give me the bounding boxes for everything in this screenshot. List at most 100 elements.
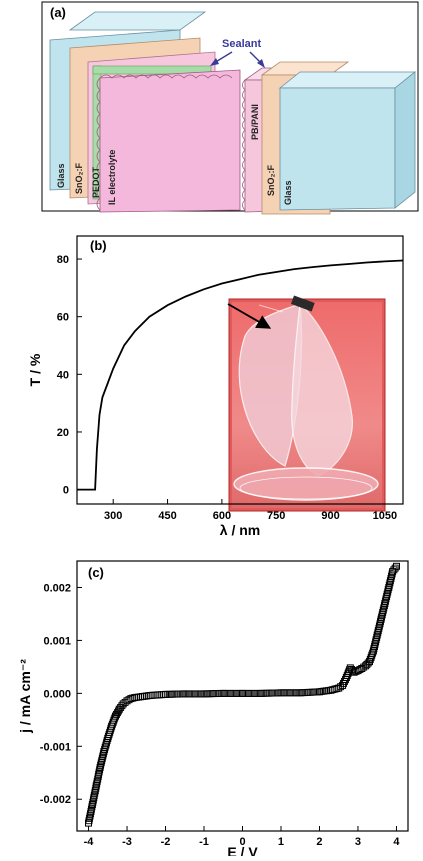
- label-fto-left: SnO₂:F: [74, 163, 84, 194]
- x-tick-label: 750: [267, 510, 285, 522]
- x-tick-label: 0: [239, 836, 245, 848]
- jv-marker: [370, 645, 378, 653]
- jv-marker: [95, 770, 103, 778]
- jv-marker: [356, 666, 364, 673]
- jv-marker: [91, 789, 99, 797]
- current-voltage-x-label: E / V: [227, 844, 258, 856]
- label-glass-right: Glass: [283, 180, 293, 205]
- current-voltage-y-label: j / mA cm⁻²: [17, 659, 33, 734]
- jv-marker: [160, 691, 168, 698]
- x-tick-label: 3: [355, 836, 361, 848]
- jv-data-point: [100, 748, 108, 756]
- jv-marker: [97, 759, 105, 767]
- x-tick-label: 600: [213, 510, 231, 522]
- x-tick-label: -3: [122, 836, 132, 848]
- label-fto-right: SnO₂:F: [266, 165, 276, 196]
- jv-marker: [378, 613, 386, 621]
- jv-marker: [385, 581, 393, 589]
- label-pb-pani: PB/PANI: [250, 104, 260, 140]
- x-tick-label: 2: [316, 836, 322, 848]
- transmittance-axes-frame: [76, 235, 404, 505]
- panel-a-label: (a): [50, 5, 66, 20]
- jv-marker: [374, 629, 382, 637]
- jv-marker: [375, 622, 383, 630]
- jv-marker: [103, 739, 110, 747]
- current-voltage-ticks: -4 -3 -2 -1 0 1 2 3 4 -0.002 -0.001 0.000 0.001 0.002: [40, 582, 401, 848]
- jv-data-point: [96, 764, 104, 771]
- jv-marker: [152, 691, 160, 699]
- sealant-label: Sealant: [222, 38, 261, 50]
- jv-marker: [386, 577, 394, 585]
- jv-marker: [101, 743, 109, 751]
- current-voltage-axes-frame: [76, 560, 409, 832]
- transmittance-x-label: λ / nm: [220, 522, 260, 538]
- transmittance-chart: 300 450 600 750 900 1050 0 20 40 60 80 (b): [27, 235, 404, 538]
- current-voltage-chart: -4 -3 -2 -1 0 1 2 3 4 -0.002 -0.001 0.000 0.001 0.002…: [17, 560, 409, 860]
- jv-marker: [374, 627, 382, 635]
- jv-marker: [386, 579, 394, 587]
- jv-marker: [368, 651, 376, 659]
- jv-marker: [94, 775, 102, 783]
- jv-data-point: [88, 801, 96, 808]
- jv-marker: [85, 817, 93, 825]
- jv-data-point: [154, 691, 162, 699]
- jv-marker: [93, 780, 101, 788]
- jv-marker: [375, 624, 383, 632]
- jv-marker: [369, 649, 377, 657]
- right-glass-layer: [279, 87, 396, 211]
- flexible-film-photo: [228, 295, 386, 512]
- transmittance-curve: [77, 259, 404, 491]
- jv-marker: [372, 638, 380, 646]
- jv-marker: [86, 814, 93, 822]
- y-tick-label: 0.000: [43, 688, 71, 700]
- jv-data-point: [85, 819, 92, 827]
- left-glass-top: [68, 11, 207, 31]
- jv-marker: [148, 691, 156, 699]
- schematic-frame: [41, 1, 419, 212]
- left-electrolyte-layer: [99, 69, 241, 213]
- jv-marker: [150, 691, 158, 699]
- y-tick-label: 40: [57, 369, 69, 381]
- jv-marker: [87, 805, 95, 813]
- x-tick-label: -1: [199, 836, 209, 848]
- device-schematic: Glass SnO₂:F PEDOT IL electrolyte PB/PAN…: [41, 1, 419, 215]
- jv-marker: [387, 574, 395, 582]
- jv-marker: [89, 798, 97, 806]
- label-glass-left: Glass: [56, 163, 66, 188]
- jv-data-point: [381, 599, 389, 607]
- jv-data-point: [369, 647, 377, 655]
- x-tick-label: 900: [321, 510, 339, 522]
- jv-data-point: [373, 631, 381, 639]
- left-wavy-edge: [99, 74, 233, 79]
- jv-marker: [156, 691, 164, 699]
- jv-marker: [378, 611, 386, 619]
- jv-marker: [114, 707, 122, 715]
- jv-marker: [379, 608, 387, 616]
- x-tick-label: -4: [84, 836, 95, 848]
- jv-marker: [384, 586, 392, 594]
- right-wavy-side: [242, 79, 246, 211]
- jv-marker: [383, 590, 391, 598]
- jv-marker: [376, 620, 384, 628]
- panel-c-label: (c): [88, 565, 104, 580]
- x-tick-label: 1050: [373, 510, 397, 522]
- jv-marker: [86, 812, 94, 820]
- jv-marker: [93, 777, 101, 785]
- jv-marker: [158, 691, 166, 699]
- jv-marker: [101, 745, 109, 753]
- jv-marker: [371, 643, 378, 650]
- transmittance-panel: 300 450 600 750 900 1050 0 20 40 60 80 (b): [0, 226, 423, 538]
- jv-marker: [95, 768, 103, 776]
- jv-data-point: [354, 667, 362, 675]
- y-tick-label: -0.002: [40, 794, 71, 806]
- jv-data-point: [393, 562, 400, 570]
- label-il-electrolyte: IL electrolyte: [107, 150, 117, 205]
- jv-data-point: [92, 782, 100, 790]
- jv-marker: [102, 741, 110, 749]
- y-tick-label: 0.001: [43, 635, 71, 647]
- y-tick-label: 80: [57, 254, 69, 266]
- x-tick-label: 450: [158, 510, 176, 522]
- y-tick-label: -0.001: [40, 741, 71, 753]
- jv-marker: [87, 810, 94, 818]
- device-schematic-panel: Glass SnO₂:F PEDOT IL electrolyte PB/PAN…: [0, 0, 423, 225]
